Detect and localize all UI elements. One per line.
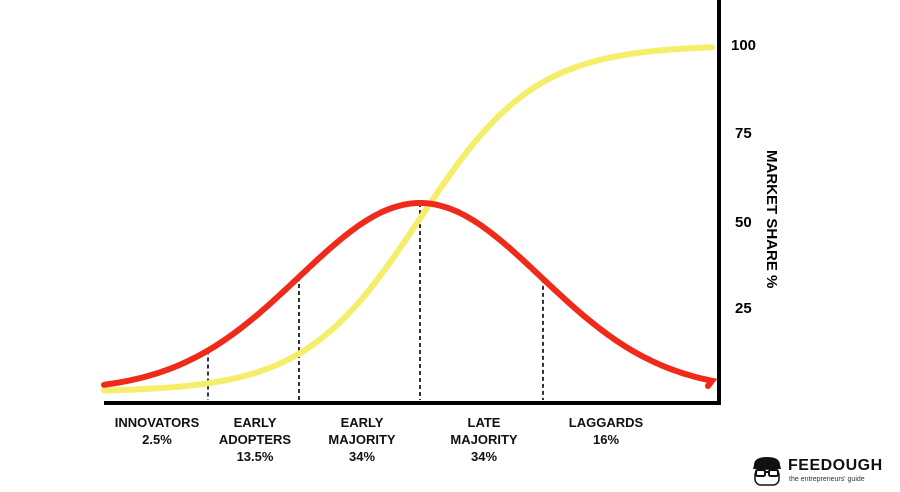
category-laggards: LAGGARDS 16% — [536, 414, 676, 448]
y-tick-label: 50 — [735, 214, 752, 231]
category-label: ADOPTERS — [218, 432, 292, 447]
feedough-logo: FEEDOUGH the entrepreneurs' guide — [748, 455, 893, 487]
adoption-bell-curve — [101, 200, 718, 389]
glasses-face-icon — [753, 457, 781, 486]
category-share: 2.5% — [142, 432, 172, 447]
category-label: EARLY — [340, 415, 384, 430]
category-label: EARLY — [233, 415, 277, 430]
category-share: 34% — [470, 449, 498, 464]
category-share: 13.5% — [236, 449, 274, 464]
category-label: LAGGARDS — [568, 415, 644, 430]
logo-tagline: the entrepreneurs' guide — [789, 476, 865, 483]
category-share: 16% — [592, 432, 620, 447]
category-early-majority: EARLY MAJORITY 34% — [292, 414, 432, 465]
y-tick-label: 25 — [735, 300, 752, 317]
segment-dividers — [207, 203, 544, 400]
market-share-s-curve — [101, 44, 715, 394]
y-tick-label: 100 — [731, 37, 756, 54]
y-tick-label: 75 — [735, 125, 752, 142]
category-label: INNOVATORS — [114, 415, 200, 430]
category-late-majority: LATE MAJORITY 34% — [414, 414, 554, 465]
y-axis-title: MARKET SHARE % — [763, 150, 780, 288]
category-label: MAJORITY — [328, 432, 396, 447]
category-label: MAJORITY — [450, 432, 518, 447]
category-innovators: INNOVATORS 2.5% — [87, 414, 227, 448]
category-early-adopters: EARLY ADOPTERS 13.5% — [185, 414, 325, 465]
category-label: LATE — [467, 415, 501, 430]
logo-wordmark: FEEDOUGH — [788, 457, 883, 474]
category-share: 34% — [348, 449, 376, 464]
